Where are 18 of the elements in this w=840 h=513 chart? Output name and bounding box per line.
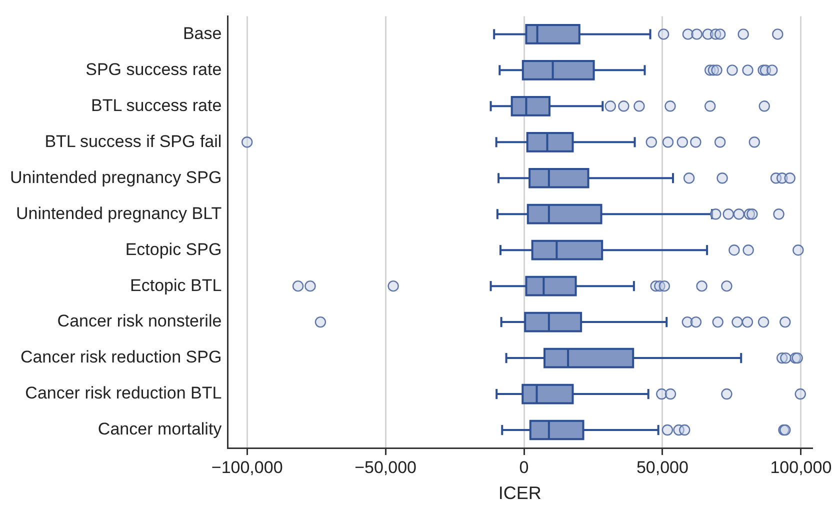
y-tick-label: Cancer mortality <box>98 420 222 439</box>
y-tick-label: Unintended pregnancy BLT <box>16 204 222 223</box>
x-axis-title: ICER <box>498 483 542 504</box>
y-tick-label: Unintended pregnancy SPG <box>10 168 222 187</box>
y-tick-label: Ectopic SPG <box>125 240 222 259</box>
x-tick-label: −50,000 <box>354 458 417 477</box>
y-tick-label: BTL success rate <box>90 96 222 115</box>
x-tick-label: −100,000 <box>211 458 283 477</box>
y-tick-label: Ectopic BTL <box>130 276 222 295</box>
y-tick-label: Cancer risk reduction SPG <box>20 348 222 367</box>
y-tick-label: BTL success if SPG fail <box>44 132 222 151</box>
y-tick-label: Base <box>182 24 222 43</box>
y-tick-label: Cancer risk reduction BTL <box>25 384 222 403</box>
y-tick-label: SPG success rate <box>86 60 222 79</box>
x-tick-label: 50,000 <box>636 458 688 477</box>
y-tick-label: Cancer risk nonsterile <box>57 312 222 331</box>
x-tick-label: 0 <box>519 458 529 477</box>
x-tick-label: 100,000 <box>770 458 832 477</box>
